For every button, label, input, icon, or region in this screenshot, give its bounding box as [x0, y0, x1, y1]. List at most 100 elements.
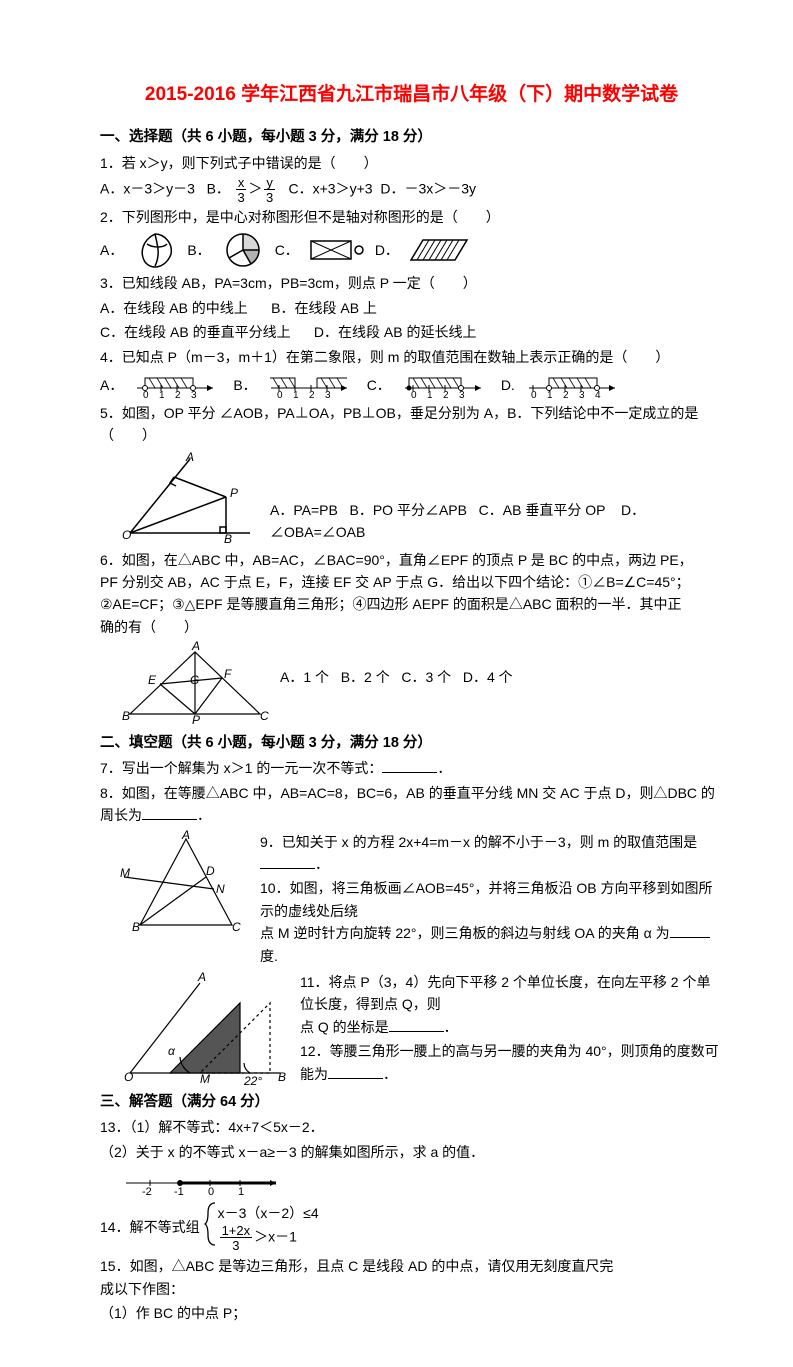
svg-text:1: 1 [238, 1186, 244, 1198]
q6-opt-A: A．1 个 [280, 669, 329, 685]
svg-text:M: M [120, 866, 130, 880]
q7-stem: 7．写出一个解集为 x＞1 的一元一次不等式： [100, 760, 382, 776]
q15-stem-b: 成以下作图： [100, 1281, 184, 1297]
svg-text:2: 2 [443, 390, 449, 401]
svg-text:2: 2 [309, 390, 315, 401]
q6-opts: A．1 个 B．2 个 C．3 个 D．4 个 [280, 640, 723, 688]
q2-shape-C [309, 235, 365, 265]
q5-opt-C: C．AB 垂直平分 OP [479, 502, 606, 518]
q10-figure: A O B M α 22° [120, 973, 290, 1083]
svg-text:O: O [122, 528, 131, 542]
q5-row: A P O B A．PA=PB B．PO 平分∠APB C．AB 垂直平分 OP… [100, 449, 723, 547]
svg-text:3: 3 [325, 390, 331, 401]
svg-text:F: F [224, 667, 232, 681]
q6-stem-b: PF 分别交 AB，AC 于点 E，F，连接 EF 交 AP 于点 G．给出以下… [100, 574, 690, 590]
q3-stem: 3．已知线段 AB，PA=3cm，PB=3cm，则点 P 一定（ ） [100, 275, 477, 291]
q14-stem: 14．解不等式组 [100, 1216, 200, 1238]
svg-text:3: 3 [459, 390, 465, 401]
svg-text:4: 4 [595, 390, 601, 401]
q10-stem-a: 10．如图，将三角板画∠AOB=45°，并将三角板沿 OB 方向平移到如图所示的… [260, 880, 713, 918]
q8-stem-b: 周长为 [100, 807, 142, 823]
q12: 12．等腰三角形一腰上的高与另一腰的夹角为 40°，则顶角的度数可能为． [300, 1040, 723, 1085]
q1-options: A．x－3＞y－3 B． x3＞y3 C．x+3＞y+3 D．－3x＞－3y [100, 176, 723, 204]
svg-text:P: P [192, 713, 200, 727]
q3: 3．已知线段 AB，PA=3cm，PB=3cm，则点 P 一定（ ） [100, 272, 723, 294]
svg-text:2: 2 [175, 390, 181, 401]
q2-opt-C-label: C． [275, 239, 299, 261]
q4-stem: 4．已知点 P（m－3，m＋1）在第二象限，则 m 的取值范围在数轴上表示正确的… [100, 349, 669, 365]
q5-opt-B: B．PO 平分∠APB [350, 502, 467, 518]
q3-opt-D: D．在线段 AB 的延长线上 [314, 324, 477, 340]
q14-row1: x－3（x－2）≤4 [218, 1202, 319, 1224]
q11-stem-a: 11．将点 P（3，4）先向下平移 2 个单位长度，在向左平移 2 个单位长度，… [300, 974, 710, 1012]
q10-stem-b: 点 M 逆时针方向旋转 22°，则三角板的斜边与射线 OA 的夹角 α 为 [260, 925, 670, 941]
frac-x3: x3 [236, 176, 247, 204]
q1-stem: 1．若 x＞y，则下列式子中错误的是（ ） [100, 155, 378, 171]
q11-stem-b: 点 Q 的坐标是 [300, 1019, 389, 1035]
brace-icon [204, 1201, 218, 1253]
q13-stem-b: （2）关于 x 的不等式 x－a≥－3 的解集如图所示，求 a 的值． [100, 1144, 484, 1160]
svg-text:A: A [181, 828, 190, 842]
svg-text:N: N [216, 882, 225, 896]
svg-text:B: B [224, 532, 232, 546]
q4-opt-D: D. [501, 374, 515, 396]
svg-text:P: P [230, 486, 238, 500]
svg-text:3: 3 [191, 390, 197, 401]
svg-text:3: 3 [579, 390, 585, 401]
q5-figure: A P O B [120, 453, 260, 543]
q2-opt-A-label: A． [100, 239, 123, 261]
q6: 6．如图，在△ABC 中，AB=AC，∠BAC=90°，直角∠EPF 的顶点 P… [100, 549, 723, 639]
svg-text:0: 0 [208, 1186, 214, 1198]
svg-text:B: B [278, 1070, 286, 1084]
section-2-header: 二、填空题（共 6 小题，每小题 3 分，满分 18 分） [100, 732, 723, 755]
svg-text:22°: 22° [243, 1074, 262, 1088]
q14-frac: 1+2x 3 [220, 1224, 253, 1252]
q13-2: （2）关于 x 的不等式 x－a≥－3 的解集如图所示，求 a 的值． [100, 1141, 723, 1163]
q15-stem-a: 15．如图，△ABC 是等边三角形，且点 C 是线段 AD 的中点，请仅用无刻度… [100, 1258, 613, 1274]
number-line-B: 0123 [267, 370, 357, 400]
q2-options: A． B． C． D． [100, 230, 723, 270]
q9-blank [260, 854, 315, 869]
svg-text:E: E [148, 673, 157, 687]
frac-y3: y3 [264, 176, 275, 204]
svg-text:0: 0 [531, 390, 537, 401]
q13: 13．（1）解不等式：4x+7＜5x－2． [100, 1116, 723, 1138]
q9-q10: 9．已知关于 x 的方程 2x+4=m－x 的解不小于－3，则 m 的取值范围是… [260, 829, 723, 969]
q8-stem-a: 8．如图，在等腰△ABC 中，AB=AC=8，BC=6，AB 的垂直平分线 MN… [100, 785, 715, 801]
q3-options-2: C．在线段 AB 的垂直平分线上 D．在线段 AB 的延长线上 [100, 321, 723, 343]
q11-blank [389, 1017, 444, 1032]
q4-opt-B: B． [233, 374, 256, 396]
q3-opt-B: B．在线段 AB 上 [271, 300, 377, 316]
q10-stem-c: 度. [260, 948, 278, 964]
q7: 7．写出一个解集为 x＞1 的一元一次不等式：． [100, 757, 723, 779]
svg-text:1: 1 [547, 390, 553, 401]
q6-stem-c: ②AE=CF；③△EPF 是等腰直角三角形；④四边形 AEPF 的面积是△ABC… [100, 596, 682, 612]
svg-text:B: B [132, 920, 140, 934]
q5-stem: 5．如图，OP 平分 ∠AOB，PA⊥OA，PB⊥OB，垂足分别为 A，B．下列… [100, 405, 698, 443]
q2-shape-A [133, 230, 177, 270]
svg-text:B: B [122, 709, 130, 723]
svg-text:G: G [190, 673, 199, 687]
q6-opt-C: C．3 个 [401, 669, 451, 685]
q6-stem-a: 6．如图，在△ABC 中，AB=AC，∠BAC=90°，直角∠EPF 的顶点 P… [100, 552, 693, 568]
svg-text:O: O [124, 1070, 133, 1084]
q6-opt-D: D．4 个 [463, 669, 513, 685]
q9-stem: 9．已知关于 x 的方程 2x+4=m－x 的解不小于－3，则 m 的取值范围是 [260, 834, 697, 850]
q9: 9．已知关于 x 的方程 2x+4=m－x 的解不小于－3，则 m 的取值范围是… [260, 831, 723, 876]
number-line-D: 01234 [525, 370, 625, 400]
svg-text:2: 2 [563, 390, 569, 401]
svg-text:A: A [191, 639, 200, 653]
svg-text:1: 1 [427, 390, 433, 401]
q7-blank [382, 758, 437, 773]
svg-text:0: 0 [411, 390, 417, 401]
svg-text:0: 0 [143, 390, 149, 401]
q10-fig-row: A O B M α 22° 11．将点 P（3，4）先向下平移 2 个单位长度，… [100, 969, 723, 1087]
page: 2015-2016 学年江西省九江市瑞昌市八年级（下）期中数学试卷 一、选择题（… [0, 0, 793, 1367]
q14: 14．解不等式组 x－3（x－2）≤4 1+2x 3 ＞x－1 [100, 1201, 723, 1253]
q8-blank [142, 805, 197, 820]
q4: 4．已知点 P（m－3，m＋1）在第二象限，则 m 的取值范围在数轴上表示正确的… [100, 346, 723, 368]
svg-text:C: C [232, 920, 241, 934]
svg-text:0: 0 [277, 390, 283, 401]
q3-options: A．在线段 AB 的中线上 B．在线段 AB 上 [100, 297, 723, 319]
q14-row2-suf: ＞x－1 [254, 1229, 297, 1245]
